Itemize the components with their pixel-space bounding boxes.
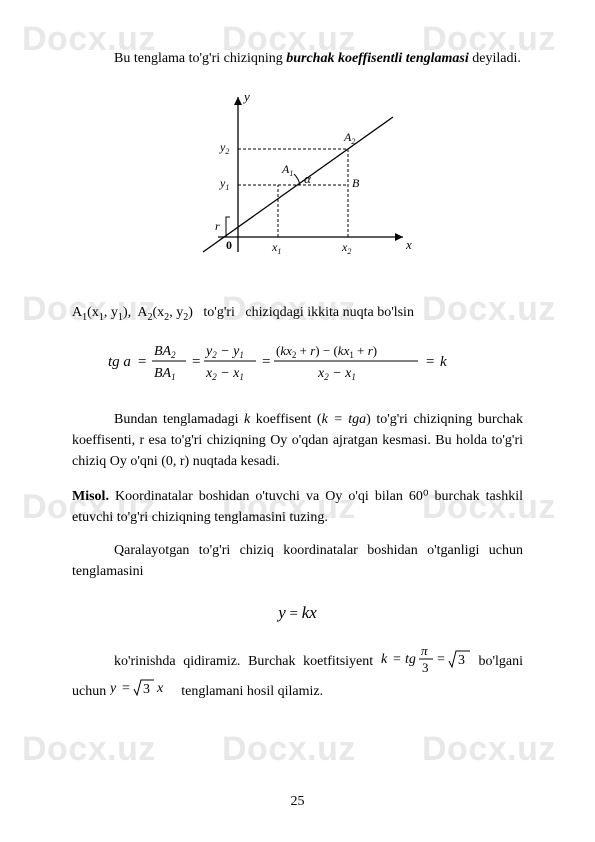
svg-text:A1: A1 bbox=[281, 162, 293, 178]
emphasis: burchak koeffisentli tenglamasi bbox=[286, 51, 469, 66]
svg-text:A2: A2 bbox=[343, 130, 355, 146]
inline-formula-k: k = tg π 3 = 3 bbox=[381, 654, 479, 669]
paragraph-koeff: Bundan tenglamadagi k koeffisent (k = tg… bbox=[72, 409, 523, 472]
svg-text:x2: x2 bbox=[341, 240, 351, 256]
svg-text:y1: y1 bbox=[219, 176, 229, 192]
svg-text:0: 0 bbox=[226, 238, 232, 252]
page-number: 25 bbox=[0, 794, 595, 810]
paragraph-korinishda: ko'rinishda qidiramiz. Burchak koetfitsi… bbox=[72, 643, 523, 702]
svg-text:y2 − y1: y2 − y1 bbox=[204, 344, 244, 360]
svg-text:=: = bbox=[393, 652, 401, 667]
formula-slope: tg a = BA2 BA1 = y2 − y1 x2 − x1 = (kx2 … bbox=[72, 339, 523, 391]
text: tenglamani hosil qilamiz. bbox=[181, 684, 323, 699]
svg-text:x1: x1 bbox=[271, 240, 281, 256]
svg-text:=: = bbox=[192, 354, 200, 370]
svg-text:r: r bbox=[215, 219, 220, 233]
page-content: Bu tenglama to'g'ri chiziqning burchak k… bbox=[0, 0, 595, 754]
svg-text:BA1: BA1 bbox=[154, 366, 176, 382]
svg-text:tg a: tg a bbox=[108, 354, 131, 370]
paragraph-misol: Misol. Koordinatalar boshidan o'tuvchi v… bbox=[72, 486, 523, 528]
eq: k = tg bbox=[322, 412, 360, 427]
paragraph-points: A1(x1, y1), A2(x2, y2) to'g'ri chiziqdag… bbox=[72, 302, 523, 325]
svg-text:α: α bbox=[304, 171, 312, 186]
svg-text:3: 3 bbox=[422, 660, 429, 675]
svg-text:=: = bbox=[262, 354, 270, 370]
misol-body: Koordinatalar boshidan o'tuvchi va Oy o'… bbox=[72, 489, 523, 525]
svg-text:π: π bbox=[421, 643, 428, 658]
line-diagram: y x 0 y2 y1 x1 x2 A1 A2 B r α bbox=[72, 87, 523, 274]
svg-text:=: = bbox=[437, 652, 445, 667]
svg-text:k: k bbox=[381, 652, 388, 667]
text: Bundan tenglamadagi bbox=[114, 412, 244, 427]
text: Bu tenglama to'g'ri chiziqning bbox=[114, 51, 286, 66]
text: deyiladi. bbox=[469, 51, 521, 66]
svg-text:=: = bbox=[138, 354, 146, 370]
svg-text:x: x bbox=[156, 681, 164, 696]
svg-text:(kx2 + r) − (kx1 + r): (kx2 + r) − (kx1 + r) bbox=[276, 343, 377, 360]
svg-text:x2 − x1: x2 − x1 bbox=[205, 366, 244, 382]
svg-text:B: B bbox=[352, 176, 360, 190]
svg-text:3: 3 bbox=[143, 682, 150, 697]
svg-text:x: x bbox=[405, 237, 412, 252]
svg-text:y2: y2 bbox=[219, 140, 229, 156]
inline-formula-y: y = 3 x bbox=[110, 684, 182, 699]
paragraph-qaralayotgan: Qaralayotgan to'g'ri chiziq koordinatala… bbox=[72, 540, 523, 582]
svg-text:=: = bbox=[426, 354, 434, 370]
svg-text:y: y bbox=[242, 89, 250, 104]
text: koeffisent ( bbox=[250, 412, 321, 427]
svg-text:x2 − x1: x2 − x1 bbox=[317, 366, 356, 382]
svg-text:3: 3 bbox=[458, 653, 465, 668]
svg-text:=: = bbox=[122, 681, 130, 696]
coordinate-diagram-svg: y x 0 y2 y1 x1 x2 A1 A2 B r α bbox=[178, 87, 418, 267]
svg-text:tg: tg bbox=[405, 652, 416, 667]
svg-text:k: k bbox=[440, 354, 447, 370]
formula-ykx: y = kx bbox=[72, 600, 523, 626]
svg-text:y: y bbox=[110, 681, 117, 696]
svg-text:BA2: BA2 bbox=[154, 344, 176, 360]
misol-label: Misol. bbox=[72, 489, 109, 504]
text: ko'rinishda qidiramiz. Burchak koetfitsi… bbox=[114, 654, 381, 669]
paragraph-intro: Bu tenglama to'g'ri chiziqning burchak k… bbox=[72, 48, 523, 69]
